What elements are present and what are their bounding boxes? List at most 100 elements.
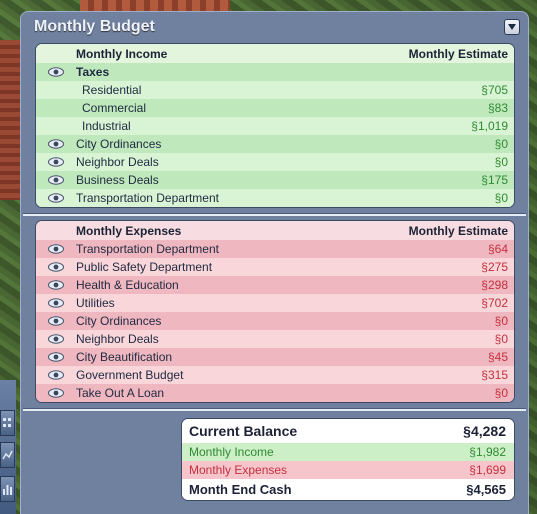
side-tool-grid-button[interactable] [0, 410, 15, 436]
summary-income-label: Monthly Income [189, 445, 274, 459]
income-section: Monthly Income Monthly Estimate Taxes Res… [35, 43, 515, 208]
eye-icon[interactable] [48, 352, 64, 362]
expense-row-label: Public Safety Department [76, 260, 213, 274]
collapse-button[interactable] [504, 19, 520, 35]
income-row-label: Business Deals [76, 173, 159, 187]
expense-row: City Ordinances §0 [36, 312, 514, 330]
income-row-label: Neighbor Deals [76, 155, 159, 169]
expenses-estimate-header: Monthly Estimate [408, 223, 508, 238]
month-end-cash-label: Month End Cash [189, 481, 292, 497]
income-row-value: §0 [494, 191, 508, 205]
expense-row-value: §64 [487, 242, 508, 256]
income-row-value: §175 [481, 173, 508, 187]
eye-icon[interactable] [48, 262, 64, 272]
expense-row-label: Health & Education [76, 278, 179, 292]
background-building-roof-top [80, 0, 230, 12]
expense-row-value: §702 [481, 296, 508, 310]
income-row: Taxes [36, 63, 514, 81]
summary-income-value: §1,982 [469, 445, 506, 459]
expense-row: Take Out A Loan §0 [36, 384, 514, 402]
eye-icon[interactable] [48, 193, 64, 203]
expenses-header: Monthly Expenses Monthly Estimate [36, 221, 514, 240]
income-estimate-header: Monthly Estimate [408, 46, 508, 61]
eye-icon[interactable] [48, 157, 64, 167]
expense-row-label: Transportation Department [76, 242, 219, 256]
side-tool-chart-button[interactable] [0, 476, 15, 502]
expense-row-label: Take Out A Loan [76, 386, 165, 400]
eye-icon[interactable] [48, 370, 64, 380]
grid-icon [3, 418, 11, 427]
expense-row-label: Government Budget [76, 368, 184, 382]
income-row-value: §1,019 [471, 119, 508, 133]
income-row-value: §83 [487, 101, 508, 115]
expense-row: Health & Education §298 [36, 276, 514, 294]
income-row: Commercial §83 [36, 99, 514, 117]
bar-chart-icon [3, 485, 12, 495]
summary-expenses-value: §1,699 [469, 463, 506, 477]
eye-icon[interactable] [48, 388, 64, 398]
income-header-label: Monthly Income [76, 46, 168, 61]
income-row: Residential §705 [36, 81, 514, 99]
income-row-label: City Ordinances [76, 137, 162, 151]
eye-icon[interactable] [48, 244, 64, 254]
current-balance-value: §4,282 [463, 423, 506, 439]
income-row-label: Commercial [82, 101, 147, 115]
income-row-label: Taxes [76, 65, 110, 79]
income-row-value: §0 [494, 137, 508, 151]
section-divider [23, 213, 526, 216]
income-row: Business Deals §175 [36, 171, 514, 189]
side-tool-graph-button[interactable] [0, 442, 15, 468]
expense-row: City Beautification §45 [36, 348, 514, 366]
summary-expenses-row: Monthly Expenses §1,699 [182, 461, 514, 479]
eye-icon[interactable] [48, 298, 64, 308]
eye-icon[interactable] [48, 316, 64, 326]
line-graph-icon [2, 450, 13, 460]
current-balance-label: Current Balance [189, 423, 298, 439]
expense-row-value: §315 [481, 368, 508, 382]
expense-row: Neighbor Deals §0 [36, 330, 514, 348]
expense-row: Transportation Department §64 [36, 240, 514, 258]
summary-box: Current Balance §4,282 Monthly Income §1… [181, 418, 515, 501]
section-divider [23, 408, 526, 411]
income-row: Neighbor Deals §0 [36, 153, 514, 171]
expense-row-label: City Beautification [76, 350, 173, 364]
expense-row-value: §275 [481, 260, 508, 274]
income-row: Industrial §1,019 [36, 117, 514, 135]
background-building-roof [0, 40, 22, 200]
income-row: City Ordinances §0 [36, 135, 514, 153]
title-bar: Monthly Budget [21, 12, 528, 42]
income-row-label: Transportation Department [76, 191, 219, 205]
eye-icon[interactable] [48, 175, 64, 185]
chevron-down-icon [508, 24, 516, 30]
expense-row: Public Safety Department §275 [36, 258, 514, 276]
income-row-label: Residential [82, 83, 142, 97]
income-row-value: §0 [494, 155, 508, 169]
expense-row-label: City Ordinances [76, 314, 162, 328]
expense-row-value: §0 [494, 386, 508, 400]
expense-row-label: Utilities [76, 296, 115, 310]
expense-row-value: §45 [487, 350, 508, 364]
window-title: Monthly Budget [34, 18, 155, 35]
expense-row: Utilities §702 [36, 294, 514, 312]
income-header: Monthly Income Monthly Estimate [36, 44, 514, 63]
monthly-budget-window: Monthly Budget Monthly Income Monthly Es… [20, 11, 529, 514]
expense-row-label: Neighbor Deals [76, 332, 159, 346]
summary-income-row: Monthly Income §1,982 [182, 443, 514, 461]
expense-row-value: §298 [481, 278, 508, 292]
eye-icon[interactable] [48, 67, 64, 77]
eye-icon[interactable] [48, 280, 64, 290]
expenses-header-label: Monthly Expenses [76, 223, 182, 238]
eye-icon[interactable] [48, 139, 64, 149]
expenses-section: Monthly Expenses Monthly Estimate Transp… [35, 220, 515, 403]
current-balance-row: Current Balance §4,282 [182, 419, 514, 443]
expense-row-value: §0 [494, 332, 508, 346]
income-row: Transportation Department §0 [36, 189, 514, 207]
expense-row: Government Budget §315 [36, 366, 514, 384]
income-row-label: Industrial [82, 119, 131, 133]
summary-expenses-label: Monthly Expenses [189, 463, 288, 477]
eye-icon[interactable] [48, 334, 64, 344]
month-end-cash-row: Month End Cash §4,565 [182, 479, 514, 499]
expense-row-value: §0 [494, 314, 508, 328]
month-end-cash-value: §4,565 [466, 481, 506, 497]
income-row-value: §705 [481, 83, 508, 97]
